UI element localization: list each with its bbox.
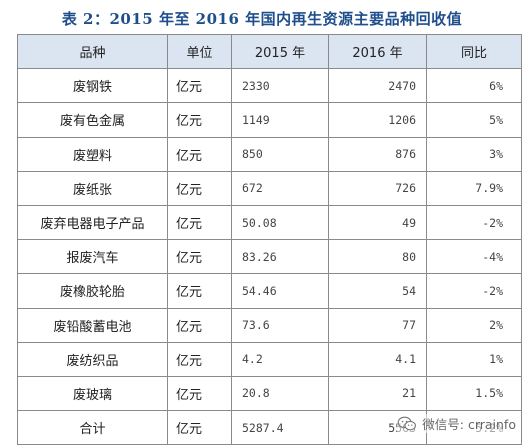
unit-cell: 亿元 (167, 170, 232, 206)
unit-cell: 亿元 (167, 307, 232, 343)
value-2016-cell: 726 (328, 170, 427, 206)
product-name-cell: 废塑料 (17, 136, 168, 172)
value-2016-cell: 4.1 (328, 341, 427, 377)
value-2016-cell: 54 (328, 273, 427, 309)
yoy-cell: 7.9% (426, 170, 522, 206)
wechat-watermark: 微信号: crrainfo (397, 414, 516, 433)
recycling-value-table: 品种 单位 2015 年 2016 年 同比 废钢铁 亿元 2330 2470 6% 废有… (17, 33, 522, 445)
product-name-cell: 废纸张 (17, 170, 168, 206)
table-row: 废塑料 亿元 850 876 3% (17, 136, 522, 172)
product-name-cell: 废弃电器电子产品 (17, 204, 168, 241)
product-name-cell: 废玻璃 (17, 375, 168, 412)
table-row: 废钢铁 亿元 2330 2470 6% (17, 68, 522, 104)
table-row: 报废汽车 亿元 83.26 80 -4% (17, 239, 522, 275)
watermark-text: 微信号: crrainfo (422, 417, 516, 432)
value-2015-cell: 850 (231, 136, 329, 172)
product-name-cell: 废有色金属 (17, 102, 168, 138)
yoy-cell: 3% (426, 136, 522, 172)
header-cell: 品种 (17, 33, 168, 70)
yoy-cell: 6% (426, 68, 522, 104)
value-2015-cell: 83.26 (231, 239, 329, 275)
value-2016-cell: 21 (328, 375, 427, 412)
product-name-cell: 合计 (17, 410, 168, 445)
table-row: 废玻璃 亿元 20.8 21 1.5% (17, 375, 522, 412)
yoy-cell: -4% (426, 239, 522, 275)
value-2015-cell: 5287.4 (231, 410, 329, 445)
value-2016-cell: 1206 (328, 102, 427, 138)
yoy-cell: 5% (426, 102, 522, 138)
table-row: 废纺织品 亿元 4.2 4.1 1% (17, 341, 522, 377)
product-name-cell: 报废汽车 (17, 239, 168, 275)
value-2016-cell: 876 (328, 136, 427, 172)
value-2016-cell: 77 (328, 307, 427, 343)
unit-cell: 亿元 (167, 273, 232, 309)
unit-cell: 亿元 (167, 204, 232, 241)
table-title: 表 2：2015 年至 2016 年国内再生资源主要品种回收值 (61, 10, 463, 28)
unit-cell: 亿元 (167, 68, 232, 104)
value-2015-cell: 73.6 (231, 307, 329, 343)
unit-cell: 亿元 (167, 341, 232, 377)
wechat-icon (397, 416, 417, 430)
table-row: 废纸张 亿元 672 726 7.9% (17, 170, 522, 206)
table-row: 废弃电器电子产品 亿元 50.08 49 -2% (17, 204, 522, 241)
value-2015-cell: 20.8 (231, 375, 329, 412)
value-2015-cell: 672 (231, 170, 329, 206)
value-2016-cell: 49 (328, 204, 427, 241)
unit-cell: 亿元 (167, 102, 232, 138)
header-cell: 2016 年 (328, 33, 427, 70)
value-2016-cell: 2470 (328, 68, 427, 104)
value-2015-cell: 1149 (231, 102, 329, 138)
yoy-cell: 1.5% (426, 375, 522, 412)
value-2015-cell: 2330 (231, 68, 329, 104)
unit-cell: 亿元 (167, 410, 232, 445)
value-2015-cell: 54.46 (231, 273, 329, 309)
unit-cell: 亿元 (167, 375, 232, 412)
header-cell: 单位 (167, 33, 232, 70)
table-row: 废橡胶轮胎 亿元 54.46 54 -2% (17, 273, 522, 309)
product-name-cell: 废纺织品 (17, 341, 168, 377)
unit-cell: 亿元 (167, 239, 232, 275)
value-2015-cell: 4.2 (231, 341, 329, 377)
header-row: 品种 单位 2015 年 2016 年 同比 (17, 33, 522, 70)
table-row: 废铅酸蓄电池 亿元 73.6 77 2% (17, 307, 522, 343)
yoy-cell: 1% (426, 341, 522, 377)
table-row: 废有色金属 亿元 1149 1206 5% (17, 102, 522, 138)
value-2015-cell: 50.08 (231, 204, 329, 241)
product-name-cell: 废橡胶轮胎 (17, 273, 168, 309)
product-name-cell: 废铅酸蓄电池 (17, 307, 168, 343)
yoy-cell: 2% (426, 307, 522, 343)
header-cell: 2015 年 (231, 33, 329, 70)
value-2016-cell: 80 (328, 239, 427, 275)
unit-cell: 亿元 (167, 136, 232, 172)
header-cell: 同比 (426, 33, 522, 70)
yoy-cell: -2% (426, 204, 522, 241)
yoy-cell: -2% (426, 273, 522, 309)
product-name-cell: 废钢铁 (17, 68, 168, 104)
